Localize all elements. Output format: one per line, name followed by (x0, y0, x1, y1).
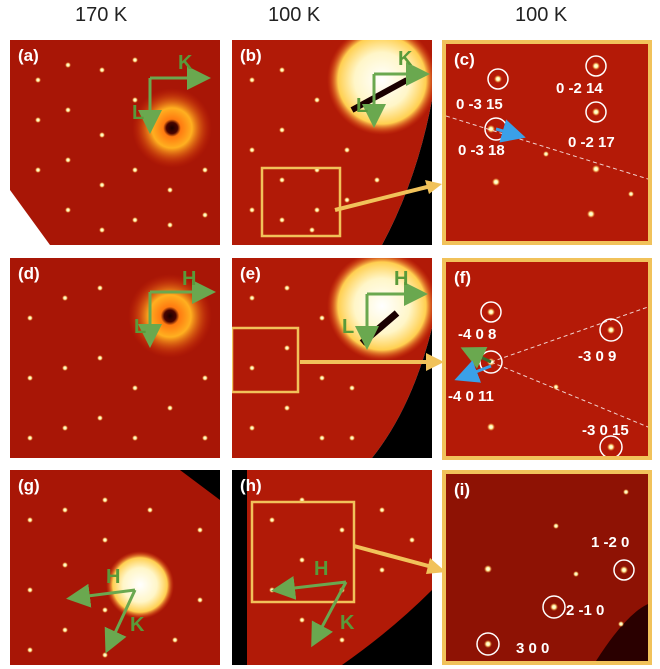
axis-label-l-b: L (356, 95, 369, 117)
axis-label-h-e: H (394, 268, 409, 290)
axis-label-h-g: H (106, 566, 121, 588)
axis-label-k-g: K (130, 614, 145, 636)
header-170k: 170 K (75, 4, 128, 26)
zoomed-image-c (446, 44, 648, 241)
zoom-box-e (232, 326, 300, 394)
zoom-box-b (260, 166, 342, 238)
panel-d: (d) H L (10, 258, 220, 458)
panel-h: (h) H K (232, 470, 432, 665)
diffraction-image-g (10, 470, 220, 665)
miller-index-3-0-9: -3 0 9 (578, 348, 617, 365)
axis-label-l-d: L (134, 316, 147, 338)
bragg-peaks-a (35, 57, 208, 233)
header-100k-right: 100 K (515, 4, 568, 26)
axis-label-k-b: K (398, 48, 413, 70)
axis-label-h-h: H (314, 558, 329, 580)
bragg-peaks-f (487, 308, 615, 451)
axis-label-l-a: L (132, 102, 145, 124)
panel-label-i: (i) (454, 480, 471, 499)
zoomed-image-i (446, 474, 648, 661)
panel-label-c: (c) (454, 50, 475, 69)
bragg-peaks-d (27, 285, 208, 441)
header-100k-middle: 100 K (268, 4, 321, 26)
diffraction-image-d (10, 258, 220, 458)
panel-label-d: (d) (18, 264, 40, 283)
zoomed-image-f (446, 262, 648, 456)
panel-f: (f) -4 0 8 -3 0 9 -4 0 11 -3 0 15 (442, 258, 652, 460)
panel-label-b: (b) (240, 46, 262, 65)
zoom-box-h (250, 500, 356, 604)
diffraction-image-b (232, 40, 432, 245)
miller-index-4-0-8: -4 0 8 (458, 326, 497, 343)
panel-a: (a) K L (10, 40, 220, 245)
axis-label-l-e: L (342, 316, 355, 338)
miller-index-0-3-18: 0 -3 18 (458, 142, 505, 159)
axis-label-k-h: K (340, 612, 355, 634)
miller-index-3-0-0: 3 0 0 (516, 640, 550, 657)
panel-label-f: (f) (454, 268, 471, 287)
panel-g: (g) H K (10, 470, 220, 665)
miller-index-0-3-15: 0 -3 15 (456, 96, 503, 113)
panel-e: (e) H L (232, 258, 432, 458)
circled-peaks-i (476, 559, 635, 656)
miller-index-0-2-14: 0 -2 14 (556, 80, 603, 97)
circled-peaks-c (484, 55, 607, 141)
panel-label-g: (g) (18, 476, 40, 495)
axis-label-k-a: K (178, 52, 193, 74)
miller-index-2-1-0: 2 -1 0 (566, 602, 605, 619)
miller-index-1-2-0: 1 -2 0 (591, 534, 630, 551)
bragg-peaks-e (249, 285, 355, 441)
zoom-connector-3 (353, 544, 446, 574)
panel-label-h: (h) (240, 476, 262, 495)
miller-index-0-2-17: 0 -2 17 (568, 134, 615, 151)
bragg-peaks-i (484, 489, 629, 648)
bragg-peaks-g (27, 497, 203, 658)
bragg-peaks-b (249, 67, 380, 233)
zoom-connector-1 (334, 180, 442, 212)
diffraction-image-a (10, 40, 220, 245)
panel-c: (c) 0 -2 14 0 -3 15 0 -3 18 0 -2 17 (442, 40, 652, 245)
diffraction-image-h (232, 470, 432, 665)
zoom-connector-2 (300, 353, 444, 371)
miller-index-3-0-15: -3 0 15 (582, 422, 629, 439)
panel-label-a: (a) (18, 46, 39, 65)
panel-b: (b) K L (232, 40, 432, 245)
miller-index-4-0-11: -4 0 11 (448, 388, 494, 405)
panel-label-e: (e) (240, 264, 261, 283)
diffraction-image-e (232, 258, 432, 458)
axis-label-h-d: H (182, 268, 197, 290)
panel-i: (i) 1 -2 0 2 -1 0 3 0 0 (442, 470, 652, 665)
